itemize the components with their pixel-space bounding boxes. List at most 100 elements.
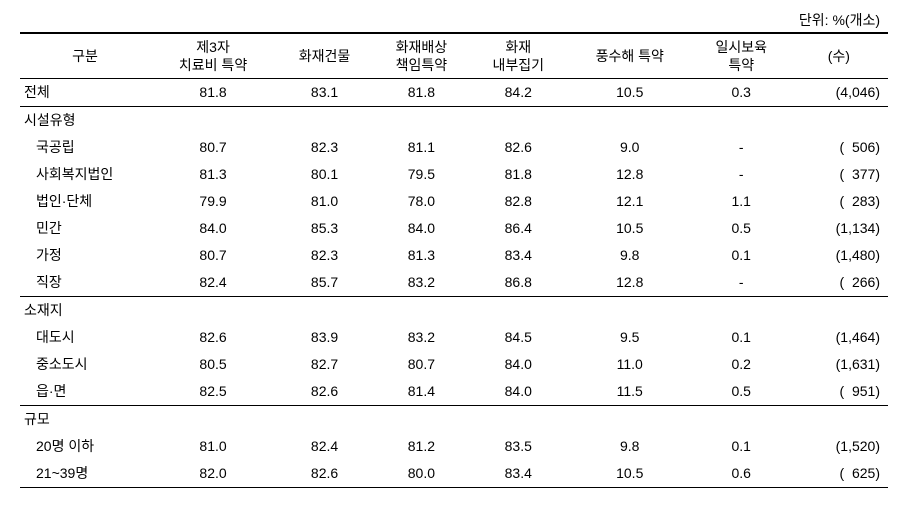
cell-value: 84.0 <box>150 215 276 242</box>
table-row: 직장82.485.783.286.812.8-( 266) <box>20 269 888 297</box>
cell-value: - <box>693 269 790 297</box>
cell-value: (1,134) <box>790 215 888 242</box>
cell-value: 82.4 <box>150 269 276 297</box>
column-header: 화재내부집기 <box>470 33 567 79</box>
column-header: 구분 <box>20 33 150 79</box>
cell-value: 0.5 <box>693 378 790 406</box>
table-row: 중소도시80.582.780.784.011.00.2(1,631) <box>20 351 888 378</box>
row-label: 국공립 <box>20 134 150 161</box>
cell-value: 0.3 <box>693 79 790 107</box>
column-header: 일시보육특약 <box>693 33 790 79</box>
cell-value: 80.5 <box>150 351 276 378</box>
table-row: 21~39명82.082.680.083.410.50.6( 625) <box>20 460 888 488</box>
row-label: 민간 <box>20 215 150 242</box>
row-label: 중소도시 <box>20 351 150 378</box>
cell-value: 0.5 <box>693 215 790 242</box>
row-label: 21~39명 <box>20 460 150 488</box>
column-header: 풍수해 특약 <box>567 33 693 79</box>
cell-value: 80.0 <box>373 460 470 488</box>
cell-value: 81.0 <box>150 433 276 460</box>
row-label: 읍·면 <box>20 378 150 406</box>
cell-value: 84.2 <box>470 79 567 107</box>
cell-value: 0.1 <box>693 242 790 269</box>
section-header-label: 소재지 <box>20 297 888 325</box>
row-label: 법인·단체 <box>20 188 150 215</box>
cell-value: 81.2 <box>373 433 470 460</box>
cell-value: 83.2 <box>373 324 470 351</box>
column-header: 화재건물 <box>276 33 373 79</box>
cell-value: 82.0 <box>150 460 276 488</box>
cell-value: ( 625) <box>790 460 888 488</box>
cell-value: (1,480) <box>790 242 888 269</box>
cell-value: 10.5 <box>567 460 693 488</box>
cell-value: 82.6 <box>470 134 567 161</box>
cell-value: 82.6 <box>150 324 276 351</box>
cell-value: 81.3 <box>373 242 470 269</box>
cell-value: 80.7 <box>150 242 276 269</box>
cell-value: 9.8 <box>567 242 693 269</box>
section-header-row: 소재지 <box>20 297 888 325</box>
cell-value: 12.8 <box>567 269 693 297</box>
section-header-row: 규모 <box>20 406 888 434</box>
header-text: 제3자 <box>196 39 230 55</box>
column-header: (수) <box>790 33 888 79</box>
cell-value: ( 283) <box>790 188 888 215</box>
cell-value: 84.5 <box>470 324 567 351</box>
cell-value: (4,046) <box>790 79 888 107</box>
cell-value: 83.9 <box>276 324 373 351</box>
cell-value: 81.4 <box>373 378 470 406</box>
column-header: 제3자치료비 특약 <box>150 33 276 79</box>
cell-value: 10.5 <box>567 79 693 107</box>
table-row: 20명 이하81.082.481.283.59.80.1(1,520) <box>20 433 888 460</box>
header-text: 일시보육 <box>715 39 767 55</box>
cell-value: 80.1 <box>276 161 373 188</box>
cell-value: - <box>693 134 790 161</box>
table-row: 민간84.085.384.086.410.50.5(1,134) <box>20 215 888 242</box>
cell-value: 12.8 <box>567 161 693 188</box>
cell-value: 9.0 <box>567 134 693 161</box>
header-text: 화재배상 <box>396 39 448 55</box>
cell-value: 9.8 <box>567 433 693 460</box>
cell-value: 79.5 <box>373 161 470 188</box>
cell-value: 81.0 <box>276 188 373 215</box>
cell-value: 81.8 <box>373 79 470 107</box>
cell-value: 82.4 <box>276 433 373 460</box>
cell-value: 81.8 <box>150 79 276 107</box>
cell-value: 0.6 <box>693 460 790 488</box>
cell-value: 83.5 <box>470 433 567 460</box>
cell-value: 84.0 <box>373 215 470 242</box>
row-label: 사회복지법인 <box>20 161 150 188</box>
cell-value: 82.3 <box>276 134 373 161</box>
cell-value: 83.4 <box>470 460 567 488</box>
section-header-label: 시설유형 <box>20 107 888 135</box>
section-header-label: 규모 <box>20 406 888 434</box>
cell-value: 85.3 <box>276 215 373 242</box>
cell-value: (1,464) <box>790 324 888 351</box>
cell-value: 11.5 <box>567 378 693 406</box>
cell-value: 83.4 <box>470 242 567 269</box>
section-header-row: 시설유형 <box>20 107 888 135</box>
cell-value: ( 951) <box>790 378 888 406</box>
cell-value: 0.1 <box>693 433 790 460</box>
row-label: 대도시 <box>20 324 150 351</box>
cell-value: 10.5 <box>567 215 693 242</box>
unit-label: 단위: %(개소) <box>20 10 888 30</box>
cell-value: 81.3 <box>150 161 276 188</box>
cell-value: 12.1 <box>567 188 693 215</box>
cell-value: 82.5 <box>150 378 276 406</box>
cell-value: ( 266) <box>790 269 888 297</box>
cell-value: (1,631) <box>790 351 888 378</box>
cell-value: 0.2 <box>693 351 790 378</box>
cell-value: 85.7 <box>276 269 373 297</box>
cell-value: 83.2 <box>373 269 470 297</box>
cell-value: 82.6 <box>276 378 373 406</box>
cell-value: 9.5 <box>567 324 693 351</box>
table-row: 국공립80.782.381.182.69.0-( 506) <box>20 134 888 161</box>
cell-value: 82.3 <box>276 242 373 269</box>
cell-value: 11.0 <box>567 351 693 378</box>
header-text: 내부집기 <box>492 57 544 73</box>
cell-value: 78.0 <box>373 188 470 215</box>
cell-value: 0.1 <box>693 324 790 351</box>
header-text: 화재 <box>505 39 531 55</box>
cell-value: 80.7 <box>373 351 470 378</box>
